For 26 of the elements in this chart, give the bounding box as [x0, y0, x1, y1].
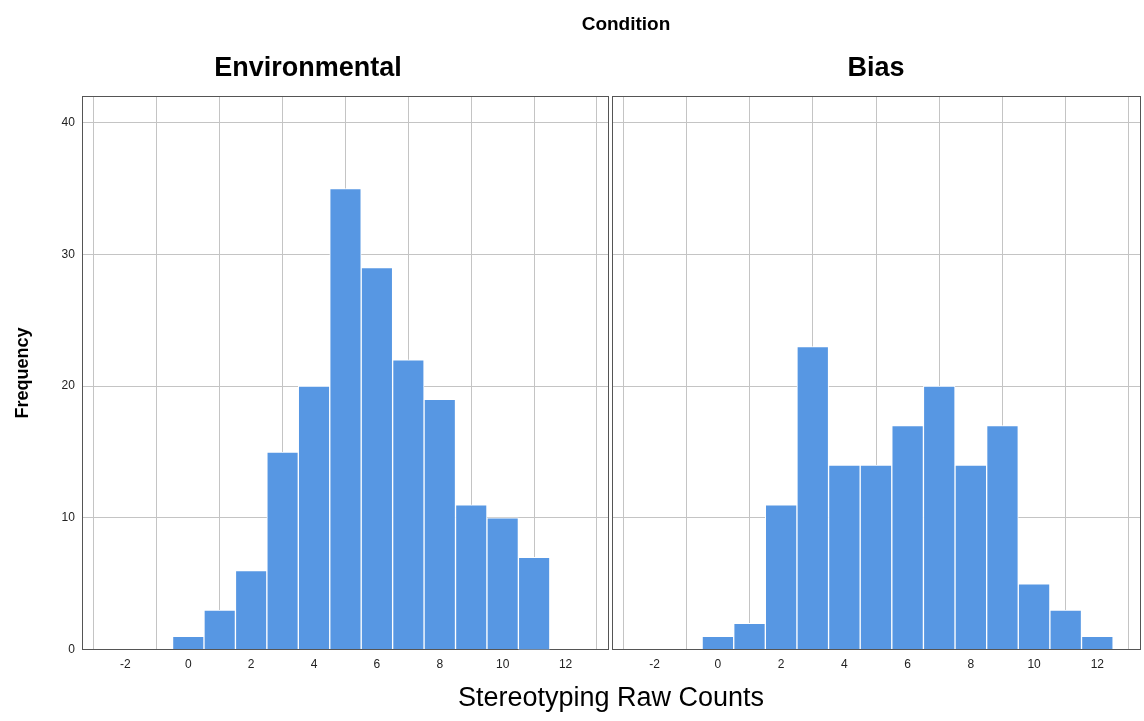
- x-tick-label: 2: [247, 657, 255, 672]
- x-tick-label: 12: [558, 657, 573, 672]
- x-tick-label: 0: [184, 657, 192, 672]
- y-tick-label: 10: [61, 510, 76, 525]
- text: Condition: [580, 12, 672, 36]
- x-tick-label: 8: [436, 657, 444, 672]
- chart-title: Environmental: [214, 51, 402, 82]
- x-tick-label: 6: [373, 657, 381, 672]
- x-tick-label: 2: [777, 657, 785, 672]
- x-tick-label: 12: [1090, 657, 1105, 672]
- x-tick-label: 6: [904, 657, 912, 672]
- y-tick-label: 20: [61, 378, 76, 393]
- x-tick-label: -2: [120, 657, 132, 672]
- y-tick-label: 0: [68, 641, 76, 656]
- x-tick-label: 10: [496, 657, 510, 672]
- y-tick-label: 40: [61, 115, 76, 130]
- x-axis-title: Stereotyping Raw Counts: [456, 682, 766, 713]
- x-tick-label: 4: [310, 657, 318, 672]
- x-tick-label: 8: [967, 657, 975, 672]
- y-axis-title: Frequency: [11, 327, 32, 419]
- x-tick-label: 4: [841, 657, 849, 672]
- chart-title: Bias: [847, 51, 905, 82]
- x-tick-label: 0: [714, 657, 722, 672]
- x-tick-label: 10: [1027, 657, 1042, 672]
- x-tick-label: -2: [649, 657, 661, 672]
- y-tick-label: 30: [61, 246, 76, 261]
